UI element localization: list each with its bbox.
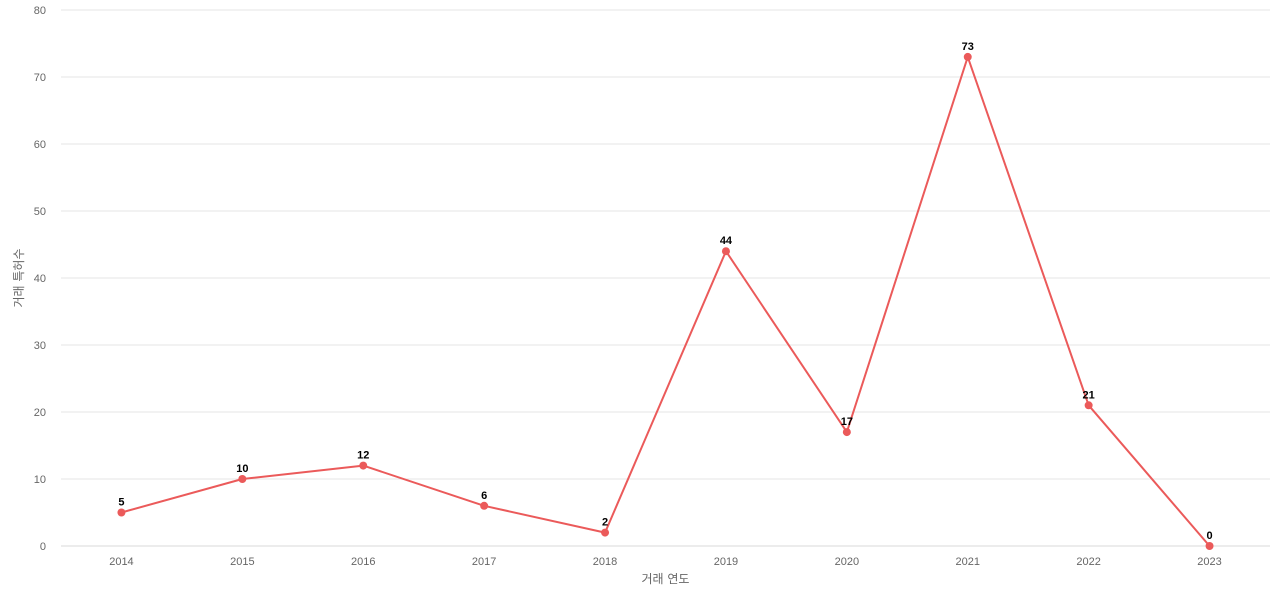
y-axis-title: 거래 특허수 [12,248,26,307]
x-axis-title: 거래 연도 [642,572,690,586]
y-tick-label: 20 [34,407,46,419]
data-label: 44 [720,235,733,247]
data-point[interactable] [1205,542,1214,550]
y-tick-label: 80 [34,5,46,17]
data-label-layer: 5 10 12 6 2 44 17 73 21 0 [118,41,1212,542]
data-label: 6 [481,490,487,502]
x-tick-label: 2014 [109,556,133,568]
y-tick-label: 10 [34,474,46,486]
x-tick-label: 2021 [956,556,980,568]
y-axis-ticks: 0 10 20 30 40 50 60 70 80 [34,5,46,553]
y-tick-label: 30 [34,340,46,352]
data-point[interactable] [117,508,126,517]
data-point[interactable] [1084,401,1093,410]
x-tick-label: 2017 [472,556,496,568]
y-tick-label: 70 [34,72,46,84]
data-label: 0 [1206,530,1212,542]
data-point[interactable] [359,461,368,470]
data-point[interactable] [721,247,730,256]
x-tick-label: 2016 [351,556,375,568]
x-axis-ticks: 2014 2015 2016 2017 2018 2019 2020 2021 2022 2023 [109,556,1222,568]
data-point[interactable] [601,528,610,537]
data-point[interactable] [238,475,247,483]
data-label: 10 [236,463,248,475]
y-tick-label: 0 [40,541,46,553]
series-line [121,55,1211,547]
data-label: 21 [1083,389,1095,401]
data-label: 5 [118,497,124,509]
x-tick-label: 2023 [1197,556,1221,568]
series-layer [117,52,1214,550]
data-label: 73 [962,41,974,53]
data-point[interactable] [480,501,489,510]
data-point[interactable] [842,428,851,437]
x-tick-label: 2020 [835,556,859,568]
grid-layer [61,9,1270,547]
x-tick-label: 2022 [1076,556,1100,568]
y-tick-label: 60 [34,139,46,151]
x-tick-label: 2015 [230,556,254,568]
data-point[interactable] [963,52,972,61]
x-tick-label: 2018 [593,556,617,568]
data-label: 12 [357,450,369,462]
data-label: 17 [841,416,853,428]
y-tick-label: 50 [34,206,46,218]
y-tick-label: 40 [34,273,46,285]
data-label: 2 [602,517,608,529]
x-tick-label: 2019 [714,556,738,568]
